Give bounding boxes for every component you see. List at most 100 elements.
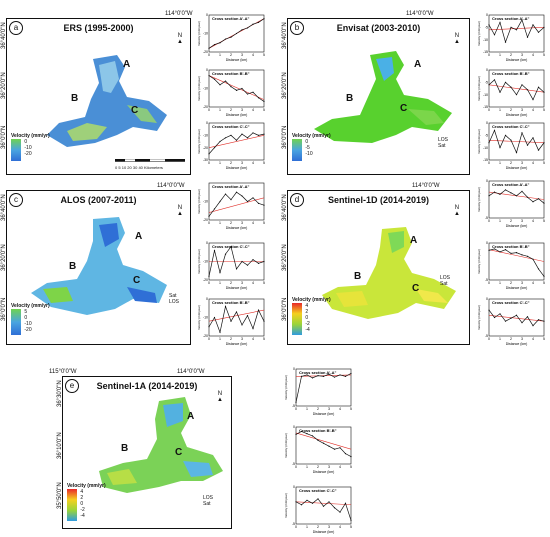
- y-tick-label: -20: [203, 218, 208, 222]
- y-tick-label: 0: [486, 121, 488, 125]
- data-point: [344, 375, 347, 377]
- data-point: [317, 439, 319, 441]
- data-point: [493, 129, 496, 131]
- data-point: [488, 24, 490, 26]
- data-point: [208, 153, 210, 155]
- chart-svg: Cross section A'-A"0-5-10-150 1 2 3 4 5Distan…: [477, 13, 545, 62]
- y-tick-label: -20: [203, 334, 208, 338]
- y-tick-label: 0: [486, 241, 488, 245]
- chart-title: Cross section C'-C": [492, 300, 530, 305]
- y-tick-label: -5: [485, 134, 488, 138]
- data-point: [224, 80, 227, 82]
- data-point: [219, 200, 221, 203]
- y-tick-label: 0: [206, 13, 208, 17]
- panel-title-d: Sentinel-1D (2014-2019): [327, 195, 430, 205]
- x-tick-label: 2: [317, 465, 319, 469]
- x-tick-label: 2: [510, 337, 512, 341]
- x-tick-label: 2: [230, 53, 232, 57]
- x-tick-label: 1: [306, 465, 308, 469]
- panel-letter-e: e: [65, 379, 79, 393]
- data-point: [537, 86, 540, 88]
- y-axis-label: Velocity (mm/year): [197, 76, 201, 101]
- y-tick-label: 0: [293, 485, 295, 489]
- data-point: [493, 316, 496, 319]
- data-point: [499, 313, 501, 315]
- panel-title-a: ERS (1995-2000): [63, 23, 134, 33]
- chart-title: Cross section A'-A": [299, 370, 336, 375]
- y-tick-label: -10: [203, 134, 208, 138]
- cross-section-chart-d: Cross section C'-C" 0 -5 0 1 2 3 4 5 Distance (km…: [477, 296, 547, 346]
- x-tick-label: 0: [208, 337, 210, 341]
- x-tick-label: 0: [208, 281, 210, 285]
- data-point: [300, 504, 303, 506]
- data-point: [526, 144, 529, 146]
- x-tick-label: 5: [543, 337, 545, 341]
- data-point: [230, 86, 232, 88]
- legend-d: Velocity (mm/yr) 4 2 0 -2 -4: [292, 297, 331, 335]
- data-point: [208, 47, 210, 49]
- chart-svg: Cross section A'-A" -10 -200 1 2 3 4 5 Distance …: [197, 182, 265, 230]
- legend-tick: -2: [305, 321, 310, 327]
- data-point: [257, 202, 260, 204]
- panel-letter-b: b: [290, 21, 304, 35]
- data-point: [328, 501, 330, 503]
- lat-label-e-2: 36°10'0"N: [57, 432, 63, 459]
- trend-line: [208, 135, 265, 148]
- chart-title: Cross section B'-B": [299, 428, 337, 433]
- map-panel-a: a ERS (1995-2000) 114°0'0"W 36°40'0"N 36…: [1, 11, 193, 175]
- data-point: [317, 498, 319, 500]
- data-point: [350, 372, 352, 375]
- x-axis-label: Distance (km): [226, 286, 248, 290]
- y-tick-label: -5: [292, 462, 295, 466]
- legend-tick: 0: [305, 139, 309, 145]
- data-point: [230, 36, 232, 38]
- legend-title-d: Velocity (mm/yr): [292, 297, 331, 303]
- x-tick-label: 4: [339, 525, 341, 529]
- x-tick-label: 3: [521, 53, 523, 57]
- data-point: [224, 38, 227, 40]
- y-tick-label: -20: [203, 105, 208, 109]
- x-axis-label: Distance (km): [313, 470, 335, 474]
- data-point: [350, 519, 352, 521]
- x-tick-label: 4: [339, 407, 341, 411]
- panel-letter-d: d: [290, 193, 304, 207]
- data-point: [521, 322, 523, 324]
- x-tick-label: 2: [317, 525, 319, 529]
- lat-label-a-3: 36°0'0"N: [1, 125, 7, 149]
- y-axis-label: Velocity (mm/year): [284, 375, 288, 400]
- lat-label-d-3: 36°0'0"N: [282, 297, 288, 321]
- y-tick-label: -5: [485, 334, 488, 338]
- legend-tick: -10: [24, 321, 32, 327]
- lon-label-a: 114°0'0"W: [165, 11, 193, 17]
- chart-title: Cross section C'-C": [299, 488, 337, 493]
- data-point: [543, 26, 545, 28]
- data-point: [208, 74, 210, 77]
- panel-title-c: ALOS (2007-2011): [60, 195, 137, 205]
- data-point: [224, 193, 227, 195]
- data-point: [510, 317, 512, 319]
- x-tick-label: 1: [219, 161, 221, 165]
- cross-section-chart-c: Cross section B'-B" 0 -10 -20 0 1 2 3 4 5 Distance…: [197, 296, 267, 346]
- x-tick-label: 1: [499, 161, 501, 165]
- north-arrow-icon: N ▲: [177, 205, 183, 217]
- data-point: [510, 26, 512, 28]
- data-point: [246, 315, 249, 317]
- lat-label-e-3: 35°50'0"N: [57, 482, 63, 509]
- data-point: [219, 331, 221, 333]
- map-c-deformation: [31, 217, 167, 315]
- y-tick-label: -10: [203, 200, 208, 204]
- legend-tick: -10: [305, 151, 313, 157]
- scale-label: 20: [127, 165, 132, 170]
- chart-title: Cross section B'-B": [492, 244, 530, 249]
- data-point: [488, 84, 490, 86]
- data-point: [213, 249, 216, 251]
- data-point: [208, 215, 210, 217]
- data-point: [213, 316, 216, 319]
- chart-plot-area: [488, 180, 545, 219]
- data-point: [311, 377, 314, 379]
- data-point: [263, 133, 265, 135]
- data-point: [213, 44, 216, 46]
- x-tick-label: 5: [543, 108, 545, 112]
